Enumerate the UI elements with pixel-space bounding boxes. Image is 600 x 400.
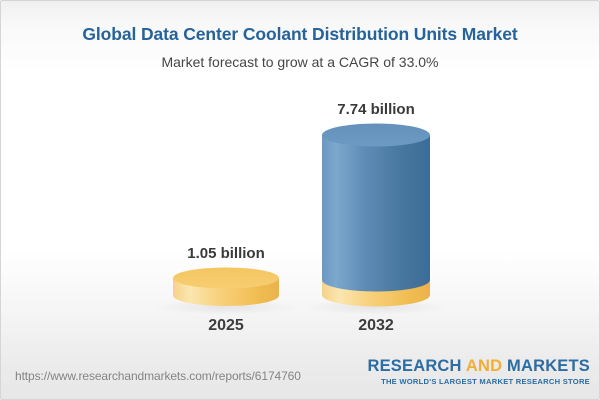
axis-label-2032: 2032: [358, 317, 394, 334]
logo-word-research: RESEARCH: [367, 357, 462, 375]
chart-subtitle: Market forecast to grow at a CAGR of 33.…: [161, 54, 439, 70]
axis-label-2025: 2025: [208, 317, 244, 334]
chart-title: Global Data Center Coolant Distribution …: [82, 24, 518, 44]
bar-2025-top: [173, 267, 279, 289]
logo-wordmark: RESEARCH AND MARKETS: [367, 357, 590, 376]
report-url-link[interactable]: https://www.researchandmarkets.com/repor…: [15, 369, 301, 383]
research-and-markets-logo[interactable]: RESEARCH AND MARKETS THE WORLD'S LARGEST…: [367, 357, 590, 386]
value-label-2032: 7.74 billion: [337, 101, 415, 118]
logo-word-markets: MARKETS: [507, 357, 590, 375]
bar-2025-shadow: [151, 299, 301, 315]
bar-2032-cylinder: [322, 123, 430, 307]
bar-2032-body: [322, 135, 430, 296]
value-label-2025: 1.05 billion: [187, 245, 265, 262]
bar-2032-gold-band: [322, 280, 430, 307]
footer: https://www.researchandmarkets.com/repor…: [1, 351, 600, 399]
bar-2025-cylinder: [173, 267, 279, 306]
logo-tagline: THE WORLD'S LARGEST MARKET RESEARCH STOR…: [381, 377, 590, 386]
bar-chart: 1.05 billion 7.74 billion: [1, 1, 600, 346]
logo-word-and: AND: [465, 357, 503, 375]
bar-2032-top: [322, 123, 430, 147]
